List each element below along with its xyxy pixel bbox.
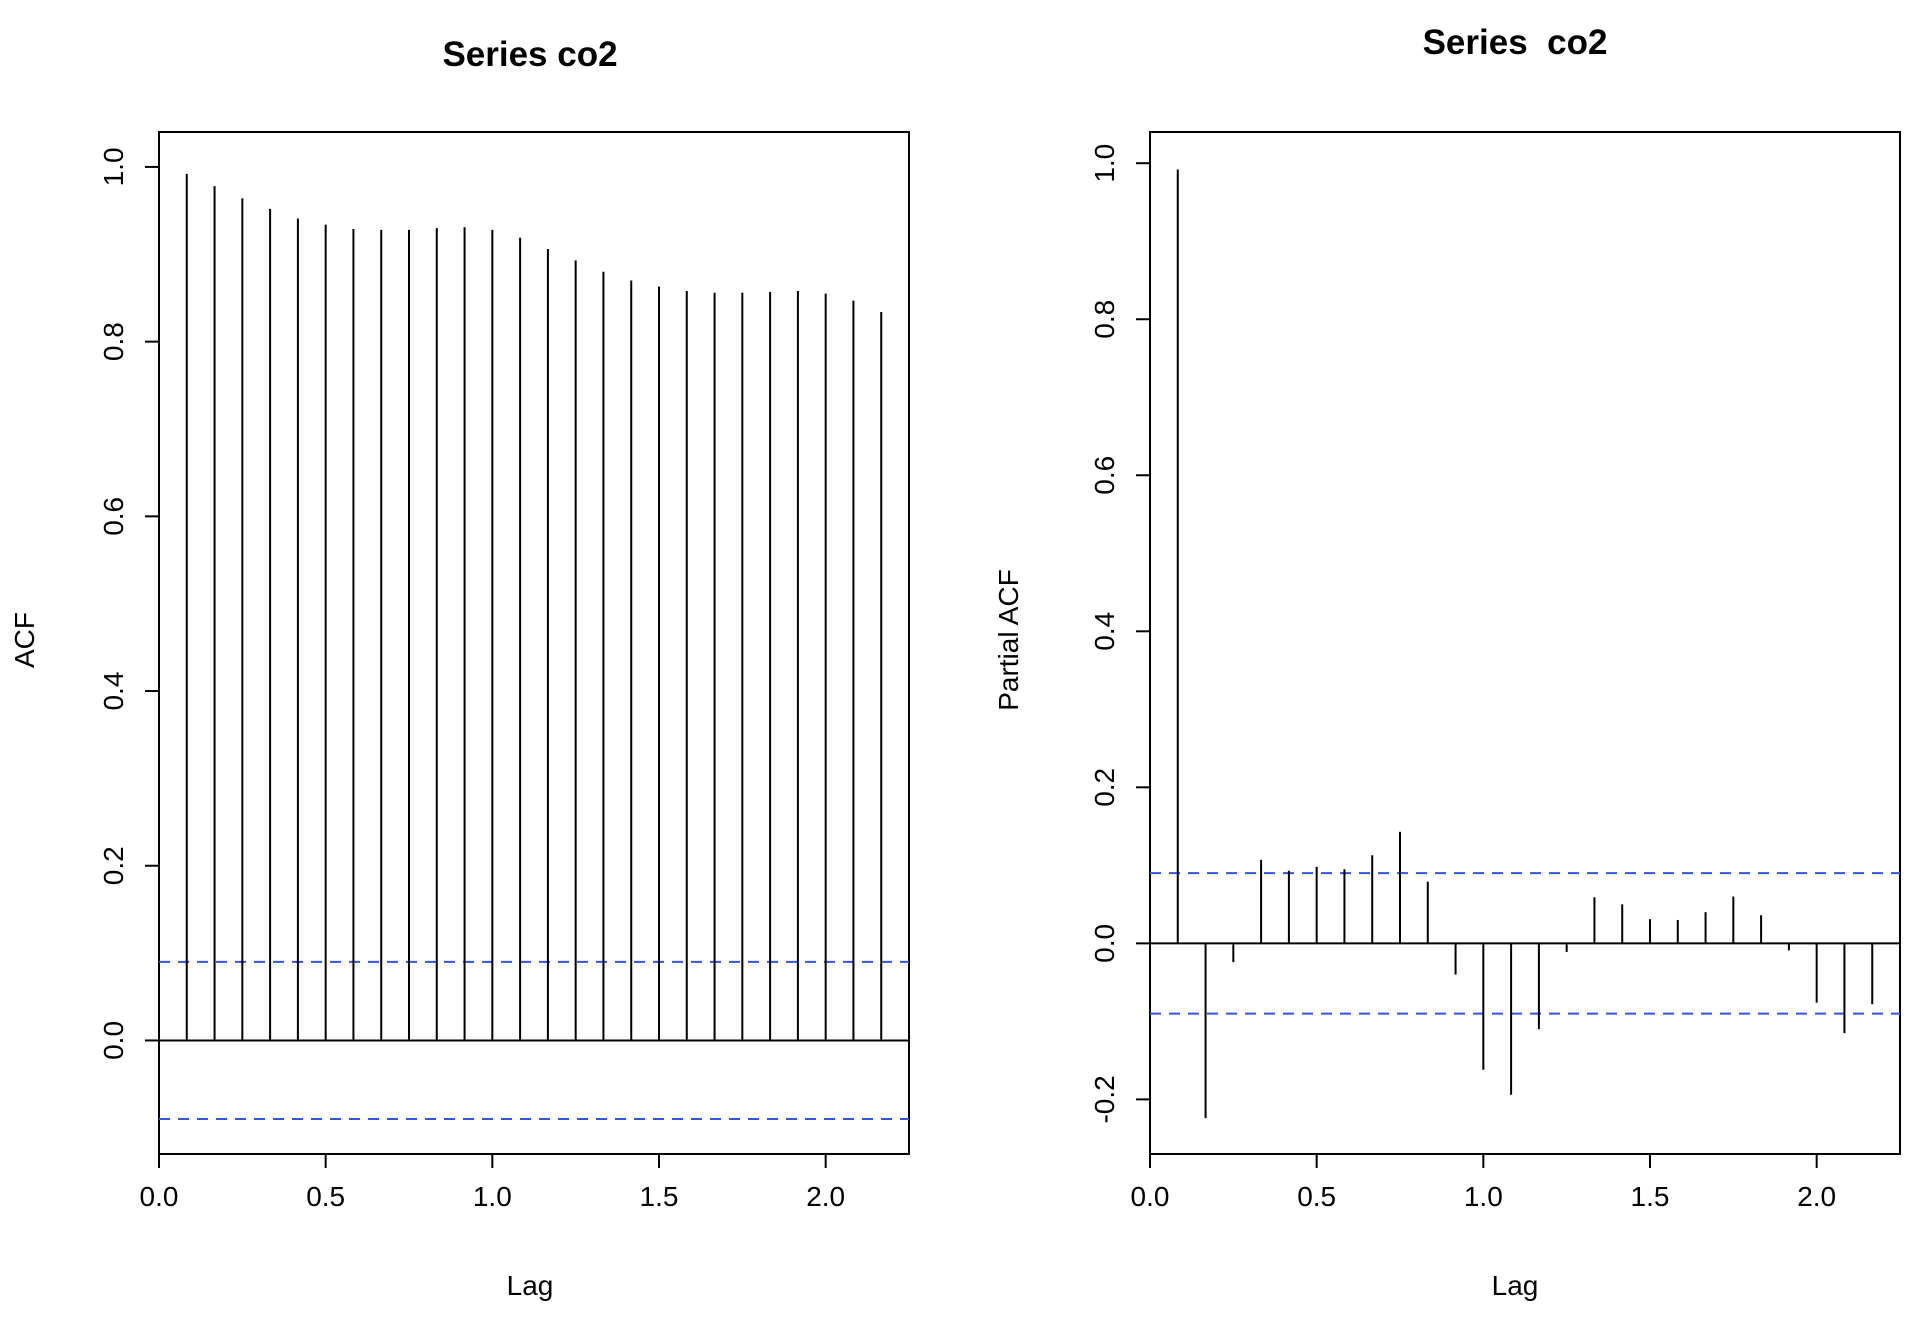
pacf-y-tick-label: 0.4 (1089, 612, 1120, 651)
acf-title: Series co2 (442, 35, 617, 74)
acf-y-axis-label: ACF (9, 612, 40, 668)
pacf-y-tick-label: 0.6 (1089, 456, 1120, 495)
acf-y-tick-label: 0.8 (98, 322, 129, 361)
acf-x-tick-label: 1.0 (473, 1181, 512, 1212)
acf-y-tick-label: 0.2 (98, 846, 129, 885)
pacf-panel: Series co2 Lag Partial ACF 0.0 0.5 1.0 1.5 2… (993, 23, 1901, 1301)
pacf-x-tick-label: 1.5 (1631, 1181, 1670, 1212)
pacf-x-axis-label: Lag (1492, 1270, 1539, 1301)
acf-y-tick-label: 0.4 (98, 672, 129, 711)
pacf-y-tick-label: -0.2 (1089, 1075, 1120, 1123)
acf-y-tick-label: 1.0 (98, 147, 129, 186)
pacf-plot-frame (1149, 131, 1901, 1155)
acf-y-tick-label: 0.6 (98, 497, 129, 536)
acf-x-tick-label: 0.0 (140, 1181, 179, 1212)
pacf-x-tick-label: 2.0 (1797, 1181, 1836, 1212)
acf-x-tick-label: 2.0 (806, 1181, 845, 1212)
acf-x-tick-label: 1.5 (640, 1181, 679, 1212)
pacf-y-axis-label: Partial ACF (993, 569, 1024, 711)
pacf-y-tick-label: 0.2 (1089, 768, 1120, 807)
pacf-y-tick-label: 0.8 (1089, 300, 1120, 339)
acf-panel: Series co2 Lag ACF 0.0 0.5 1.0 1.5 2.0 0.0 0.2… (9, 35, 910, 1301)
pacf-y-tick-label: 0.0 (1089, 924, 1120, 963)
pacf-title: Series co2 (1423, 23, 1608, 62)
pacf-x-tick-label: 1.0 (1464, 1181, 1503, 1212)
acf-x-axis-label: Lag (507, 1270, 554, 1301)
acf-y-tick-label: 0.0 (98, 1021, 129, 1060)
acf-plot-frame (158, 131, 910, 1155)
acf-x-tick-label: 0.5 (306, 1181, 345, 1212)
pacf-x-tick-label: 0.0 (1131, 1181, 1170, 1212)
pacf-y-tick-label: 1.0 (1089, 144, 1120, 183)
pacf-x-tick-label: 0.5 (1297, 1181, 1336, 1212)
